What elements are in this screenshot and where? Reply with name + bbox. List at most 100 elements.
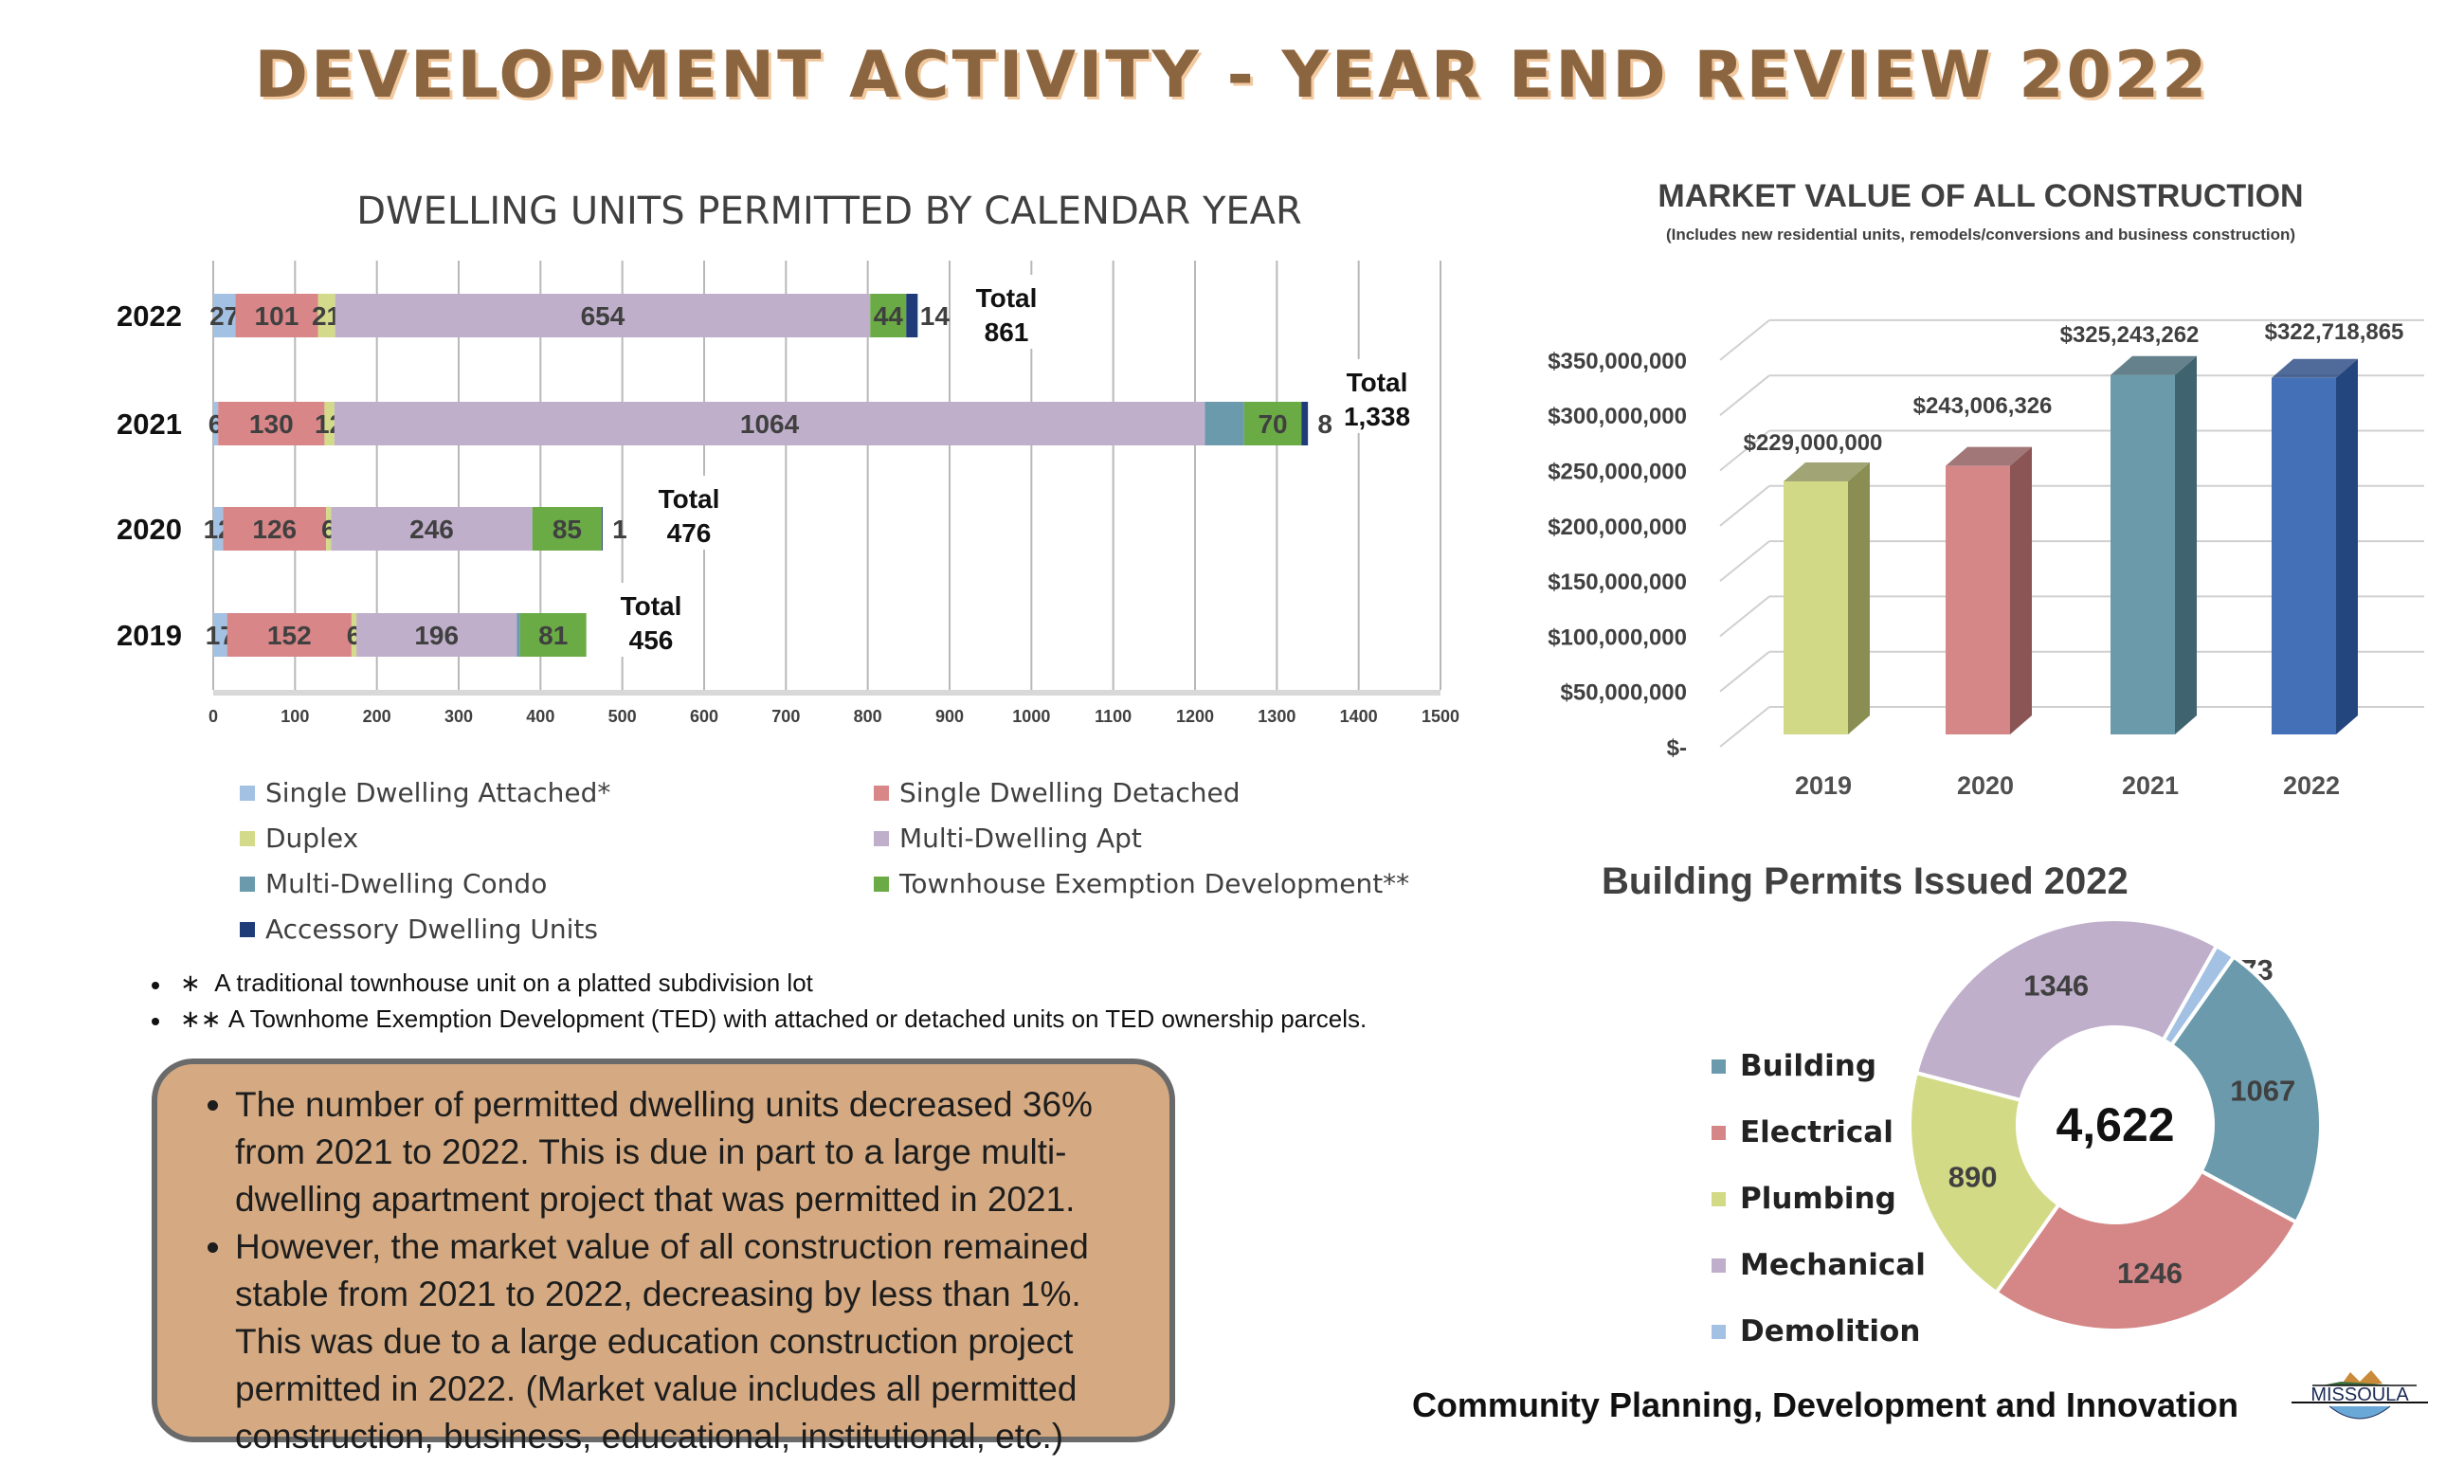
- bullet-icon: [152, 982, 159, 989]
- legend-swatch: [240, 830, 255, 846]
- bar-segment: [213, 507, 224, 551]
- bar-segment: [223, 507, 327, 551]
- legend-label: Single Dwelling Detached: [899, 777, 1241, 808]
- gridline-diagonal: [1719, 650, 1770, 693]
- bar-segment: [870, 294, 907, 337]
- bar-data-label: 101: [255, 301, 299, 331]
- x-category-label: 2019: [1795, 771, 1852, 800]
- dwelling-units-chart: 0 100 200 300 400 500 600 700 800 900 1000 1100 1200…: [117, 261, 1459, 726]
- bar-data-label: 8: [1317, 409, 1332, 439]
- legend-item: Single Dwelling Detached: [874, 777, 1241, 808]
- gridline-diagonal: [1719, 595, 1770, 638]
- donut-slice: [1913, 917, 2219, 1103]
- slice-data-label: 890: [1948, 1161, 1998, 1194]
- footnote-text: A Townhome Exemption Development (TED) w…: [227, 1004, 1368, 1033]
- legend-swatch: [240, 785, 255, 801]
- legend-swatch: [874, 876, 889, 892]
- x-category-label: 2022: [2283, 771, 2340, 800]
- total-label: Total: [976, 283, 1038, 313]
- market-value-chart: $- $50,000,000 $100,000,000 $150,000,000 $20…: [1548, 318, 2424, 800]
- bar-segment: [226, 613, 352, 657]
- slice-data-label: 1067: [2230, 1074, 2295, 1107]
- x-tick-label: 0: [208, 707, 218, 726]
- x-tick-label: 1300: [1258, 707, 1295, 726]
- y-tick-label: $350,000,000: [1548, 349, 1687, 374]
- total-value: 476: [667, 518, 712, 548]
- y-tick-label: $100,000,000: [1548, 624, 1687, 650]
- bar-data-label: $229,000,000: [1744, 430, 1883, 456]
- bar-segment: [326, 507, 332, 551]
- x-tick-label: 800: [854, 707, 882, 726]
- legend-label: Building: [1740, 1049, 1877, 1083]
- legend-item: Building: [1712, 1049, 1876, 1083]
- y-tick-label: $200,000,000: [1548, 515, 1687, 540]
- bar-data-label: 126: [252, 515, 297, 544]
- x-tick-label: 1500: [1422, 707, 1459, 726]
- footer-department-name: Community Planning, Development and Inno…: [1411, 1385, 2238, 1424]
- donut-center-total: 4,622: [2056, 1098, 2174, 1151]
- legend-item: Duplex: [240, 823, 358, 854]
- total-label-background: [969, 275, 1044, 349]
- dwelling-chart-title: DWELLING UNITS PERMITTED BY CALENDAR YEA…: [356, 190, 1302, 233]
- bar-segment: [213, 402, 219, 445]
- legend-label: Townhouse Exemption Development**: [899, 868, 1410, 899]
- bar-data-label: $243,006,326: [1913, 393, 2053, 419]
- x-tick-label: 400: [526, 707, 554, 726]
- bar-data-label: 196: [414, 621, 459, 650]
- legend-swatch: [874, 830, 889, 846]
- slice-data-label: 1246: [2117, 1257, 2183, 1290]
- total-label-background: [613, 583, 689, 657]
- slice-data-label: 1346: [2023, 969, 2089, 1003]
- gridline-diagonal: [1719, 540, 1770, 582]
- legend-label: Accessory Dwelling Units: [265, 914, 598, 945]
- legend-label: Multi-Dwelling Apt: [899, 823, 1142, 854]
- summary-point: However, the market value of all constru…: [235, 1223, 1132, 1460]
- bar-segment: [351, 613, 357, 657]
- y-tick-label: $50,000,000: [1561, 680, 1687, 706]
- legend-swatch: [1712, 1191, 1726, 1206]
- bar: [1946, 465, 2010, 734]
- bar-data-label: $325,243,262: [2060, 322, 2200, 348]
- bar-data-label: 1: [612, 515, 627, 544]
- bar: [1784, 480, 1848, 734]
- y-category-label: 2021: [117, 407, 182, 441]
- bar-data-label: 1064: [740, 409, 800, 439]
- total-label-background: [651, 476, 727, 550]
- bar-segment: [1205, 402, 1244, 445]
- bar-segment: [213, 294, 236, 337]
- total-value: 1,338: [1344, 402, 1410, 431]
- x-tick-label: 1400: [1340, 707, 1378, 726]
- gridline-diagonal: [1719, 485, 1770, 527]
- legend-item: Single Dwelling Attached*: [240, 777, 610, 808]
- bar-data-label: 130: [249, 409, 294, 439]
- bar-top: [1946, 446, 2032, 466]
- legend-swatch: [1712, 1059, 1726, 1074]
- legend-label: Mechanical: [1740, 1248, 1926, 1282]
- legend-item: Mechanical: [1712, 1248, 1926, 1282]
- bar-data-label: $322,718,865: [2265, 319, 2404, 345]
- total-label: Total: [621, 591, 682, 621]
- y-tick-label: $150,000,000: [1548, 570, 1687, 595]
- bar-data-label: 27: [209, 301, 239, 331]
- footnote-text: A traditional townhouse unit on a platte…: [214, 968, 813, 997]
- svg-text:MISSOULA: MISSOULA: [2310, 1384, 2409, 1405]
- legend-item: Townhouse Exemption Development**: [874, 868, 1409, 899]
- y-tick-label: $300,000,000: [1548, 404, 1687, 429]
- legend-label: Multi-Dwelling Condo: [265, 868, 548, 899]
- x-tick-label: 700: [771, 707, 800, 726]
- gridline-diagonal: [1719, 429, 1770, 472]
- bar-segment: [218, 402, 325, 445]
- bar-segment: [324, 402, 335, 445]
- bar: [2272, 377, 2336, 734]
- x-tick-label: 900: [935, 707, 964, 726]
- footnote-marker: ∗: [180, 968, 201, 997]
- page-title: DEVELOPMENT ACTIVITY - YEAR END REVIEW 2…: [254, 38, 2210, 113]
- summary-box: The number of permitted dwelling units d…: [152, 1059, 1175, 1456]
- bar: [2111, 374, 2175, 734]
- footnote-marker: ∗∗: [180, 1004, 222, 1033]
- legend-item: Multi-Dwelling Condo: [240, 868, 547, 899]
- bar-segment: [516, 613, 520, 657]
- bar-data-label: 152: [267, 621, 312, 650]
- bullet-icon: [152, 1018, 159, 1025]
